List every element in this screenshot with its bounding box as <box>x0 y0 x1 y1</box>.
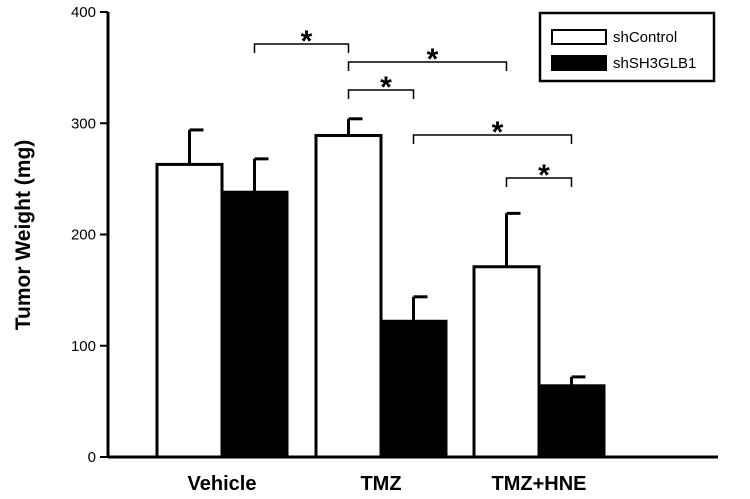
significance-bracket <box>505 177 573 187</box>
bar <box>379 319 448 459</box>
bars <box>155 117 606 459</box>
bar <box>472 265 541 459</box>
legend: shControl shSH3GLB1 <box>538 11 716 83</box>
significance-star: * <box>427 43 439 76</box>
significance-star: * <box>492 116 504 149</box>
significance-bracket <box>347 89 415 99</box>
bar <box>314 133 383 459</box>
legend-swatch <box>551 55 607 71</box>
y-axis-title: Tumor Weight (mg) <box>12 140 35 331</box>
bar <box>155 162 224 459</box>
y-tick-label: 200 <box>71 227 96 244</box>
legend-swatch <box>551 29 607 45</box>
legend-label: shControl <box>613 29 677 46</box>
y-tick-label: 0 <box>88 449 96 466</box>
y-tick-label: 400 <box>71 4 96 21</box>
x-tick-label: Vehicle <box>188 473 257 495</box>
significance-bracket <box>253 43 350 53</box>
significance-bracket <box>347 61 508 71</box>
legend-label: shSH3GLB1 <box>613 55 696 72</box>
x-tick-label: TMZ <box>360 473 401 495</box>
significance-star: * <box>538 159 550 192</box>
x-tick-label: TMZ+HNE <box>492 473 587 495</box>
significance-brackets: * * * * * <box>253 25 573 192</box>
significance-star: * <box>301 25 313 58</box>
significance-star: * <box>380 71 392 104</box>
significance-bracket <box>412 134 573 144</box>
bar <box>220 190 289 459</box>
y-tick-label: 100 <box>71 338 96 355</box>
bar <box>537 384 606 459</box>
y-tick-label: 300 <box>71 115 96 132</box>
